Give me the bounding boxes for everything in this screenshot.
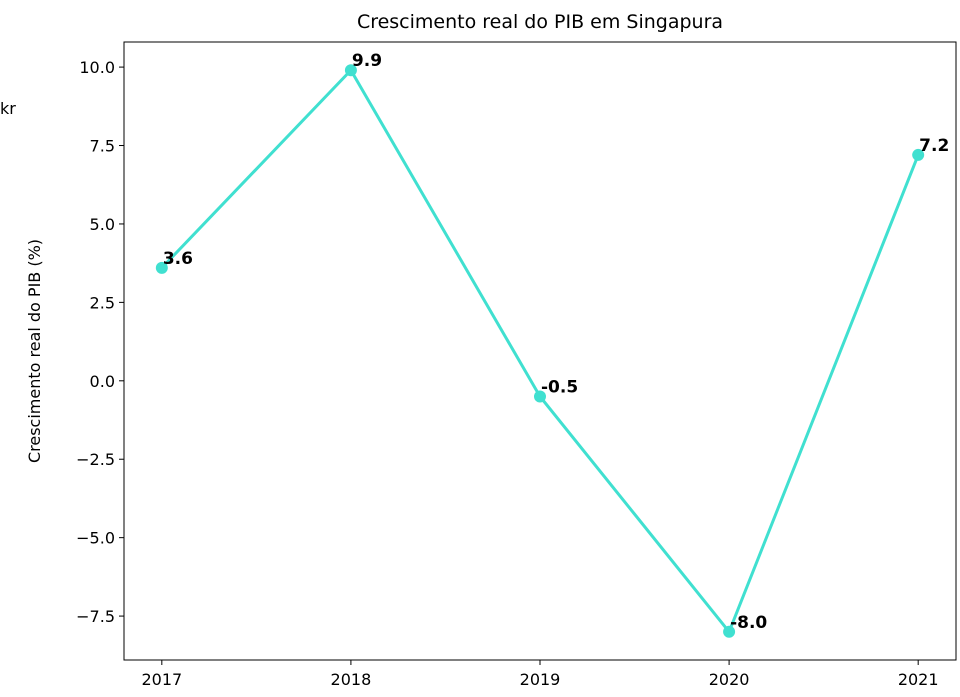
- point: [723, 625, 736, 638]
- x-tick-label: 2021: [898, 670, 939, 689]
- data-label: 9.9: [352, 51, 382, 71]
- plot-frame: [123, 41, 957, 661]
- data-label: -8.0: [730, 613, 767, 633]
- y-tick-label: 5.0: [90, 215, 115, 234]
- point: [534, 390, 546, 403]
- x-tick-label: 2017: [141, 670, 182, 689]
- annotation: kr: [0, 99, 16, 118]
- y-axis-label: Crescimento real do PIB (%): [25, 239, 44, 463]
- point: [155, 261, 168, 274]
- y-tick-label: 0.0: [90, 372, 115, 391]
- y-tick-label: −5.0: [76, 529, 115, 548]
- data-label: 3.6: [163, 249, 193, 269]
- y-tick-label: 7.5: [90, 137, 115, 156]
- chart-title: Crescimento real do PIB em Singapura: [357, 11, 723, 33]
- line: [160, 67, 920, 635]
- x-tick-label: 2019: [520, 670, 561, 689]
- point: [912, 148, 925, 161]
- y-tick-label: −7.5: [76, 607, 115, 626]
- data-label: -0.5: [541, 377, 578, 397]
- y-tick-label: 2.5: [90, 293, 115, 312]
- y-tick-label: −2.5: [76, 450, 115, 469]
- y-tick-label: 10.0: [79, 58, 115, 77]
- point: [344, 64, 357, 77]
- data-label: 7.2: [919, 136, 949, 156]
- x-tick-label: 2020: [709, 670, 750, 689]
- x-tick-label: 2018: [331, 670, 372, 689]
